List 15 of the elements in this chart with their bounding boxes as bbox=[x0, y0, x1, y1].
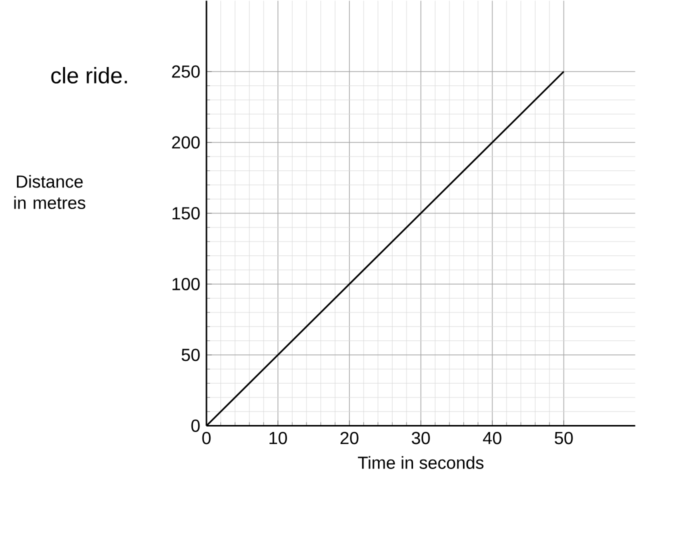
x-tick-label: 30 bbox=[412, 432, 430, 444]
y-axis-title: Distance in metres bbox=[14, 174, 86, 209]
y-tick-label: 150 bbox=[172, 206, 200, 220]
x-axis-title: Time in seconds bbox=[358, 456, 484, 469]
text: cle ride. bbox=[51, 66, 127, 84]
y-tick-label: 50 bbox=[182, 348, 200, 361]
y-tick-label: 250 bbox=[172, 65, 200, 78]
y-tick-label: 200 bbox=[172, 136, 200, 148]
x-tick-label: 10 bbox=[270, 432, 287, 444]
x-tick-label: 40 bbox=[482, 432, 502, 444]
x-tick-label: 50 bbox=[554, 432, 573, 444]
x-tick-label: 20 bbox=[340, 432, 358, 444]
y-tick-label: 100 bbox=[172, 278, 200, 290]
x-tick-label: 0 bbox=[202, 432, 211, 444]
y-tick-label: 0 bbox=[191, 419, 200, 432]
